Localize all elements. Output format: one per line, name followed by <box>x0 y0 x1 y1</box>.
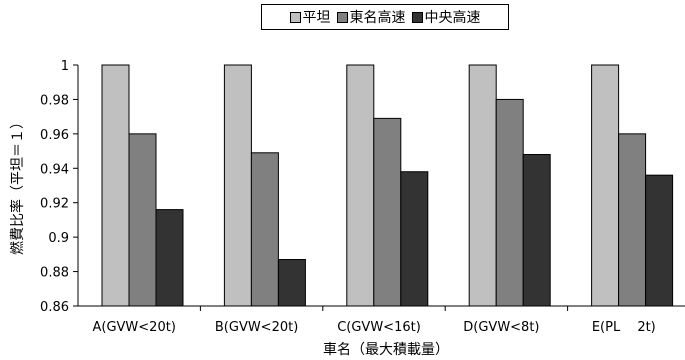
legend-item-chuo: 中央高速 <box>411 7 481 27</box>
bar-3-2 <box>277 259 306 307</box>
x-tick-label: A(GVW<20t) <box>93 320 176 335</box>
x-tick-label: B(GVW<20t) <box>215 320 298 335</box>
y-tick-label: 0.96 <box>40 128 69 143</box>
legend: 平坦 東名高速 中央高速 <box>261 4 509 30</box>
legend-swatch-flat <box>289 11 301 23</box>
bar-3-4 <box>522 154 551 307</box>
y-tick-label: 1 <box>61 59 69 74</box>
bar-1-3 <box>346 64 375 307</box>
x-tick-label: D(GVW<8t) <box>463 320 539 335</box>
bar-3-5 <box>645 174 674 307</box>
x-axis-label: 車名（最大積載量） <box>323 341 449 358</box>
y-axis-label: 燃費比率（平坦＝１） <box>9 115 26 255</box>
legend-label-tomei: 東名高速 <box>349 10 406 26</box>
bar-1-5 <box>591 64 620 307</box>
y-tick-label: 0.86 <box>40 300 69 315</box>
y-tick-label: 0.98 <box>40 93 69 108</box>
x-ticks-group: A(GVW<20t) B(GVW<20t) C(GVW<16t) D(GVW<8t) E… <box>93 306 656 335</box>
y-tick-label: 0.92 <box>40 197 69 212</box>
bar-2-2 <box>250 152 279 307</box>
legend-swatch-tomei <box>336 11 348 23</box>
x-tick-label: E(PL 2t) <box>592 320 656 335</box>
bar-2-4 <box>495 98 524 307</box>
bar-1-2 <box>223 64 252 307</box>
bar-2-3 <box>373 117 402 307</box>
y-tick-label: 0.88 <box>40 266 69 281</box>
y-tick-label: 0.9 <box>48 231 69 246</box>
y-ticks-group: 0.86 0.88 0.9 0.92 0.94 0.96 0.98 1 <box>40 59 78 315</box>
bar-3-3 <box>400 171 429 307</box>
bar-1-4 <box>468 64 497 307</box>
legend-swatch-chuo <box>411 11 423 23</box>
x-tick-label: C(GVW<16t) <box>337 320 421 335</box>
legend-label-chuo: 中央高速 <box>424 10 481 26</box>
legend-item-flat: 平坦 <box>289 7 331 27</box>
bar-1-1 <box>101 64 130 307</box>
bar-2-5 <box>618 133 647 307</box>
y-tick-label: 0.94 <box>40 162 69 177</box>
bar-2-1 <box>128 133 157 307</box>
bars-group <box>101 64 674 307</box>
legend-item-tomei: 東名高速 <box>336 7 406 27</box>
bar-3-1 <box>155 209 184 307</box>
legend-label-flat: 平坦 <box>302 10 331 26</box>
